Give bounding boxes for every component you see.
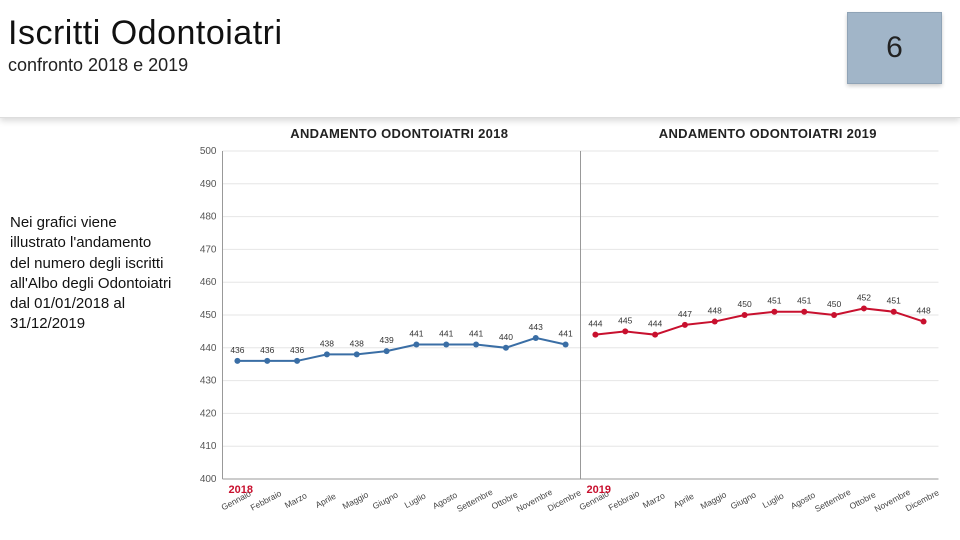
- svg-text:Ottobre: Ottobre: [848, 489, 878, 511]
- svg-text:447: 447: [678, 309, 692, 319]
- svg-text:444: 444: [648, 319, 662, 329]
- svg-text:451: 451: [887, 296, 901, 306]
- svg-text:Febbraio: Febbraio: [249, 488, 284, 513]
- svg-text:490: 490: [200, 179, 217, 190]
- description-text: Nei grafici viene illustrato l'andamento…: [0, 118, 185, 540]
- svg-text:Luglio: Luglio: [403, 490, 428, 510]
- svg-text:450: 450: [827, 299, 841, 309]
- svg-text:400: 400: [200, 474, 217, 485]
- svg-text:448: 448: [708, 306, 722, 316]
- slide-title: Iscritti Odontoiatri: [8, 14, 847, 53]
- chart-title-2019: ANDAMENTO ODONTOIATRI 2019: [584, 126, 953, 141]
- svg-text:Settembre: Settembre: [455, 487, 495, 514]
- svg-text:Settembre: Settembre: [813, 487, 853, 514]
- svg-text:451: 451: [797, 296, 811, 306]
- svg-text:438: 438: [350, 338, 364, 348]
- svg-text:436: 436: [290, 345, 304, 355]
- svg-text:441: 441: [409, 329, 423, 339]
- svg-text:Aprile: Aprile: [672, 491, 696, 510]
- svg-text:439: 439: [379, 335, 393, 345]
- svg-text:445: 445: [618, 315, 632, 325]
- svg-text:452: 452: [857, 292, 871, 302]
- svg-text:440: 440: [499, 332, 513, 342]
- chart-container: ANDAMENTO ODONTOIATRI 2018 ANDAMENTO ODO…: [185, 118, 960, 540]
- svg-text:Giugno: Giugno: [729, 489, 758, 511]
- content-area: Nei grafici viene illustrato l'andamento…: [0, 118, 960, 540]
- svg-text:Agosto: Agosto: [431, 490, 459, 511]
- svg-text:Aprile: Aprile: [314, 491, 338, 510]
- slide-subtitle: confronto 2018 e 2019: [8, 55, 847, 76]
- svg-text:450: 450: [200, 310, 217, 321]
- chart-title-2018: ANDAMENTO ODONTOIATRI 2018: [215, 126, 584, 141]
- svg-text:Agosto: Agosto: [789, 490, 817, 511]
- svg-text:441: 441: [558, 329, 572, 339]
- svg-text:436: 436: [260, 345, 274, 355]
- svg-text:Marzo: Marzo: [283, 490, 309, 510]
- svg-text:420: 420: [200, 408, 217, 419]
- svg-text:2019: 2019: [587, 484, 611, 496]
- slide-header: Iscritti Odontoiatri confronto 2018 e 20…: [0, 0, 960, 118]
- svg-text:448: 448: [916, 306, 930, 316]
- svg-text:444: 444: [588, 319, 602, 329]
- svg-text:2018: 2018: [229, 484, 253, 496]
- svg-text:Giugno: Giugno: [371, 489, 400, 511]
- svg-text:Ottobre: Ottobre: [490, 489, 520, 511]
- svg-text:451: 451: [767, 296, 781, 306]
- svg-text:440: 440: [200, 343, 217, 354]
- svg-text:441: 441: [439, 329, 453, 339]
- svg-text:Luglio: Luglio: [761, 490, 786, 510]
- svg-text:Maggio: Maggio: [699, 489, 729, 511]
- page-number: 6: [886, 31, 903, 65]
- page-number-badge: 6: [847, 12, 942, 84]
- svg-text:470: 470: [200, 244, 217, 255]
- title-block: Iscritti Odontoiatri confronto 2018 e 20…: [0, 0, 847, 76]
- svg-text:Maggio: Maggio: [341, 489, 371, 511]
- svg-text:450: 450: [737, 299, 751, 309]
- svg-text:410: 410: [200, 441, 217, 452]
- svg-text:441: 441: [469, 329, 483, 339]
- svg-text:Febbraio: Febbraio: [607, 488, 642, 513]
- svg-text:438: 438: [320, 338, 334, 348]
- svg-text:500: 500: [200, 146, 217, 157]
- svg-text:443: 443: [529, 322, 543, 332]
- svg-text:480: 480: [200, 212, 217, 223]
- line-chart: 400410420430440450460470480490500Gennaio…: [185, 141, 952, 521]
- svg-text:436: 436: [230, 345, 244, 355]
- chart-titles-row: ANDAMENTO ODONTOIATRI 2018 ANDAMENTO ODO…: [185, 126, 952, 141]
- svg-text:460: 460: [200, 277, 217, 288]
- svg-text:Marzo: Marzo: [641, 490, 667, 510]
- svg-text:430: 430: [200, 376, 217, 387]
